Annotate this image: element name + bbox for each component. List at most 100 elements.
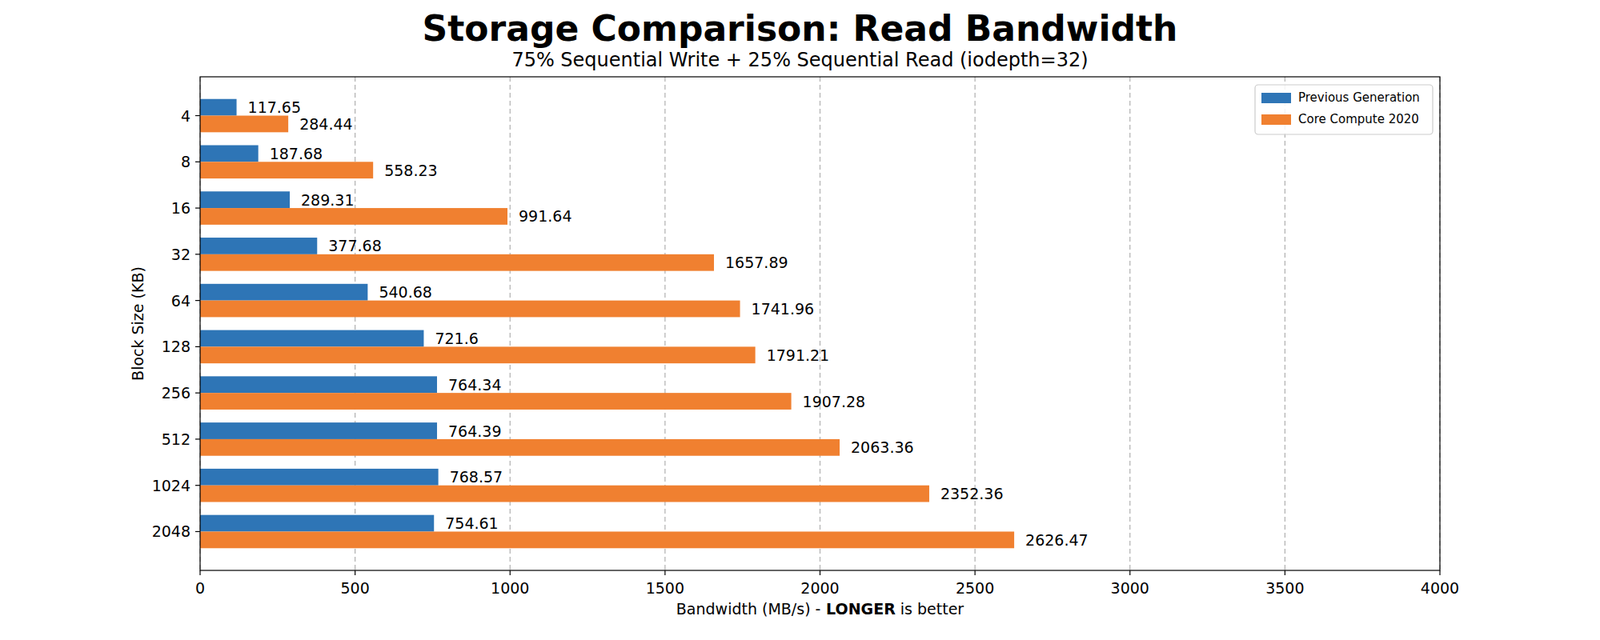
legend-box: [1255, 84, 1433, 135]
tick-mark: [195, 531, 201, 533]
data-label: 1657.89: [725, 253, 789, 272]
chart: Storage Comparison: Read Bandwidth75% Se…: [0, 0, 1600, 640]
bar: [200, 376, 438, 393]
grid: [200, 76, 1440, 571]
tick-label: 4: [180, 107, 191, 125]
tick-mark: [195, 161, 201, 163]
bar: [200, 208, 508, 225]
x-axis-label: Bandwidth (MB/s) - LONGER is better: [676, 600, 965, 618]
tick-mark: [195, 300, 201, 301]
data-label: 991.64: [518, 207, 572, 225]
tick-mark: [195, 346, 201, 348]
data-labels: 117.65 187.68 289.31 377.68 540.68 721.6 764.3…: [248, 98, 1089, 550]
tick-label: 64: [171, 292, 191, 310]
tick-label: 256: [161, 384, 191, 402]
tick-mark: [195, 392, 201, 394]
bar: [200, 191, 290, 209]
tick-mark: [1439, 570, 1440, 576]
bar: [200, 330, 424, 348]
tick-label: 128: [161, 337, 191, 356]
bar: [200, 237, 317, 255]
grid-line: [1284, 76, 1286, 571]
tick-label: 2500: [955, 579, 995, 598]
bar: [200, 392, 792, 410]
data-label: 721.6: [434, 329, 478, 348]
tick-label: 3500: [1265, 579, 1304, 598]
data-label: 284.44: [299, 115, 353, 133]
tick-label: 32: [171, 245, 191, 264]
bar: [200, 439, 840, 457]
bar: [200, 284, 368, 301]
tick-mark: [974, 570, 976, 576]
tick-mark: [195, 207, 201, 209]
tick-mark: [664, 570, 666, 576]
legend-swatch: [1261, 114, 1292, 125]
tick-mark: [354, 570, 356, 576]
data-label: 540.68: [378, 283, 432, 301]
x-axis-label-part: is better: [895, 600, 965, 618]
tick-label: 2000: [800, 579, 839, 598]
x-axis-label-part: LONGER: [820, 600, 896, 618]
legend: Previous Generation Core Compute 2020: [1255, 84, 1433, 135]
data-label: 1791.21: [766, 346, 831, 365]
data-label: 377.68: [328, 236, 381, 255]
tick-mark: [195, 115, 201, 117]
data-label: 2063.36: [850, 438, 915, 457]
tick-label: 2048: [152, 522, 191, 541]
tick-label: 1000: [490, 579, 530, 598]
data-label: 1907.28: [802, 392, 867, 411]
bar: [200, 254, 714, 272]
tick-label: 1500: [645, 579, 685, 598]
tick-label: 8: [180, 152, 191, 171]
tick-mark: [819, 570, 821, 576]
y-axis-label: Block Size (KB): [128, 266, 147, 381]
data-label: 754.61: [445, 514, 498, 533]
tick-label: 1024: [152, 477, 191, 495]
data-label: 764.39: [448, 422, 502, 441]
data-label: 1741.96: [751, 300, 815, 318]
tick-label: 3000: [1110, 579, 1150, 598]
tick-mark: [1129, 570, 1131, 576]
bar: [200, 346, 756, 364]
legend-label: Core Compute 2020: [1298, 112, 1420, 127]
bar: [200, 161, 373, 179]
tick-label: 16: [171, 199, 191, 217]
tick-mark: [509, 570, 511, 576]
bar: [200, 485, 930, 503]
tick-mark: [195, 485, 201, 486]
bar: [200, 99, 237, 117]
legend-swatch: [1261, 92, 1292, 104]
data-label: 117.65: [248, 98, 301, 117]
x-axis: 0 500 1000 1500 2000 2500 3000 3500 4000: [195, 570, 1460, 598]
title: Storage Comparison: Read Bandwidth: [422, 8, 1179, 49]
tick-mark: [195, 253, 201, 255]
bar: [200, 515, 434, 533]
tick-mark: [1284, 570, 1286, 576]
bar: [200, 116, 289, 133]
tick-label: 500: [340, 579, 369, 598]
legend-label: Previous Generation: [1298, 90, 1420, 105]
data-label: 2352.36: [940, 485, 1004, 503]
data-label: 764.34: [448, 376, 502, 394]
bar: [200, 300, 741, 318]
tick-label: 512: [161, 430, 191, 449]
data-label: 289.31: [300, 191, 354, 209]
bars: [200, 99, 1015, 550]
frame: [200, 76, 1440, 571]
data-label: 768.57: [449, 468, 503, 486]
tick-label: 4000: [1420, 579, 1460, 598]
grid-line: [1129, 76, 1131, 571]
y-axis: 4 8 16 32 64 128 256 512 1024 2048: [152, 107, 201, 542]
x-axis-label-part: Bandwidth (MB/s) -: [676, 600, 822, 618]
bar: [200, 145, 259, 163]
data-label: 558.23: [384, 161, 438, 180]
tick-mark: [195, 438, 201, 440]
bar: [200, 469, 439, 486]
bar: [200, 422, 438, 440]
data-label: 187.68: [269, 144, 323, 163]
bar: [200, 531, 1015, 549]
data-label: 2626.47: [1025, 531, 1089, 550]
tick-mark: [199, 570, 201, 576]
subtitle: 75% Sequential Write + 25% Sequential Re…: [511, 48, 1088, 72]
tick-label: 0: [195, 579, 205, 598]
